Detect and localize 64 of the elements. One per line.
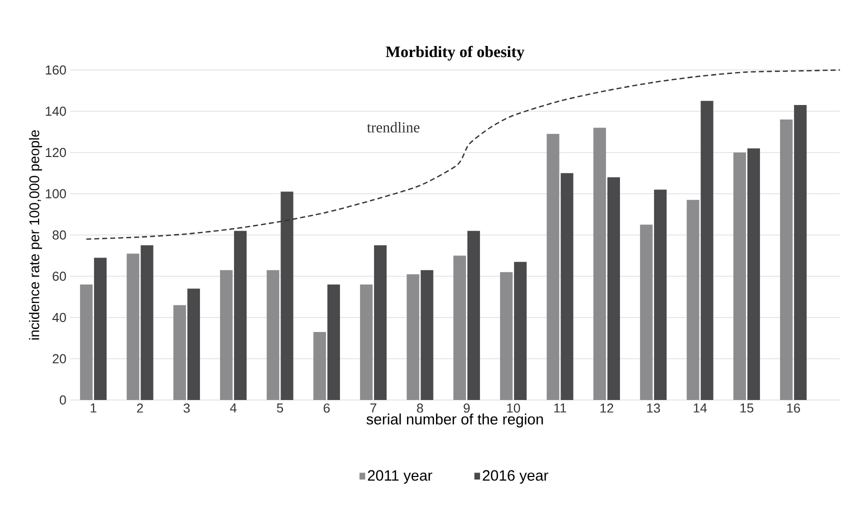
line-series [86, 69, 841, 240]
y-axis-title: incidence rate per 100,000 people [29, 130, 42, 340]
x-tick-label: 8 [416, 404, 424, 413]
y-tick-label: 20 [52, 354, 66, 364]
x-tick-label: 11 [554, 404, 566, 412]
bar [700, 100, 714, 400]
bar [266, 270, 280, 400]
annotation: trendline [366, 122, 420, 132]
y-tick-label: 140 [46, 106, 66, 116]
x-axis-title: serial number of the region [366, 414, 543, 428]
bar [686, 200, 700, 400]
y-tick-label: 80 [52, 230, 66, 240]
bar [94, 258, 107, 400]
bar [780, 119, 793, 400]
bar [593, 128, 606, 400]
y-tick-label: 160 [46, 65, 66, 75]
x-tick-label: 4 [230, 404, 237, 412]
bar [546, 134, 560, 400]
bar [140, 245, 154, 400]
bar [607, 177, 620, 400]
y-tick-label: 0 [60, 395, 66, 405]
x-tick-label: 6 [324, 404, 330, 413]
x-tick-label: 12 [600, 404, 614, 413]
bar [640, 224, 653, 400]
bar [327, 284, 340, 400]
bar [313, 332, 326, 400]
bar [173, 305, 186, 400]
x-tick-label: 16 [787, 404, 800, 413]
x-tick-label: 13 [647, 404, 660, 413]
bar [500, 272, 513, 400]
y-tick-label: 120 [46, 148, 66, 158]
bar [126, 254, 140, 400]
bar [187, 288, 200, 400]
bar [374, 245, 387, 400]
bar [794, 105, 807, 400]
legend-label: 2016 year [482, 470, 548, 484]
x-tick-label: 7 [370, 404, 376, 412]
x-tick-label: 5 [276, 404, 284, 413]
chart-title: Morbidity of obesity [386, 46, 524, 60]
y-tick-label: 100 [46, 189, 66, 198]
bar [747, 148, 760, 400]
bar [360, 284, 373, 400]
x-tick-label: 3 [184, 404, 190, 413]
bar [453, 256, 466, 400]
y-tick-label: 40 [52, 312, 66, 322]
legend-label: 2011 year [368, 470, 432, 484]
bar [654, 190, 667, 400]
bar [234, 230, 247, 400]
bar [80, 284, 93, 400]
bar [406, 274, 420, 400]
x-tick-label: 10 [507, 404, 520, 413]
bar [467, 230, 480, 400]
y-tick-label: 60 [52, 272, 66, 281]
bar [733, 152, 746, 400]
bar [514, 262, 527, 400]
x-tick-label: 15 [740, 404, 754, 413]
x-tick-label: 9 [464, 404, 470, 413]
x-tick-label: 14 [694, 404, 707, 412]
bar [560, 173, 574, 400]
bar [420, 270, 434, 400]
x-tick-label: 1 [90, 404, 96, 412]
x-tick-label: 2 [137, 404, 143, 413]
bar [280, 192, 294, 400]
bar [220, 270, 233, 400]
